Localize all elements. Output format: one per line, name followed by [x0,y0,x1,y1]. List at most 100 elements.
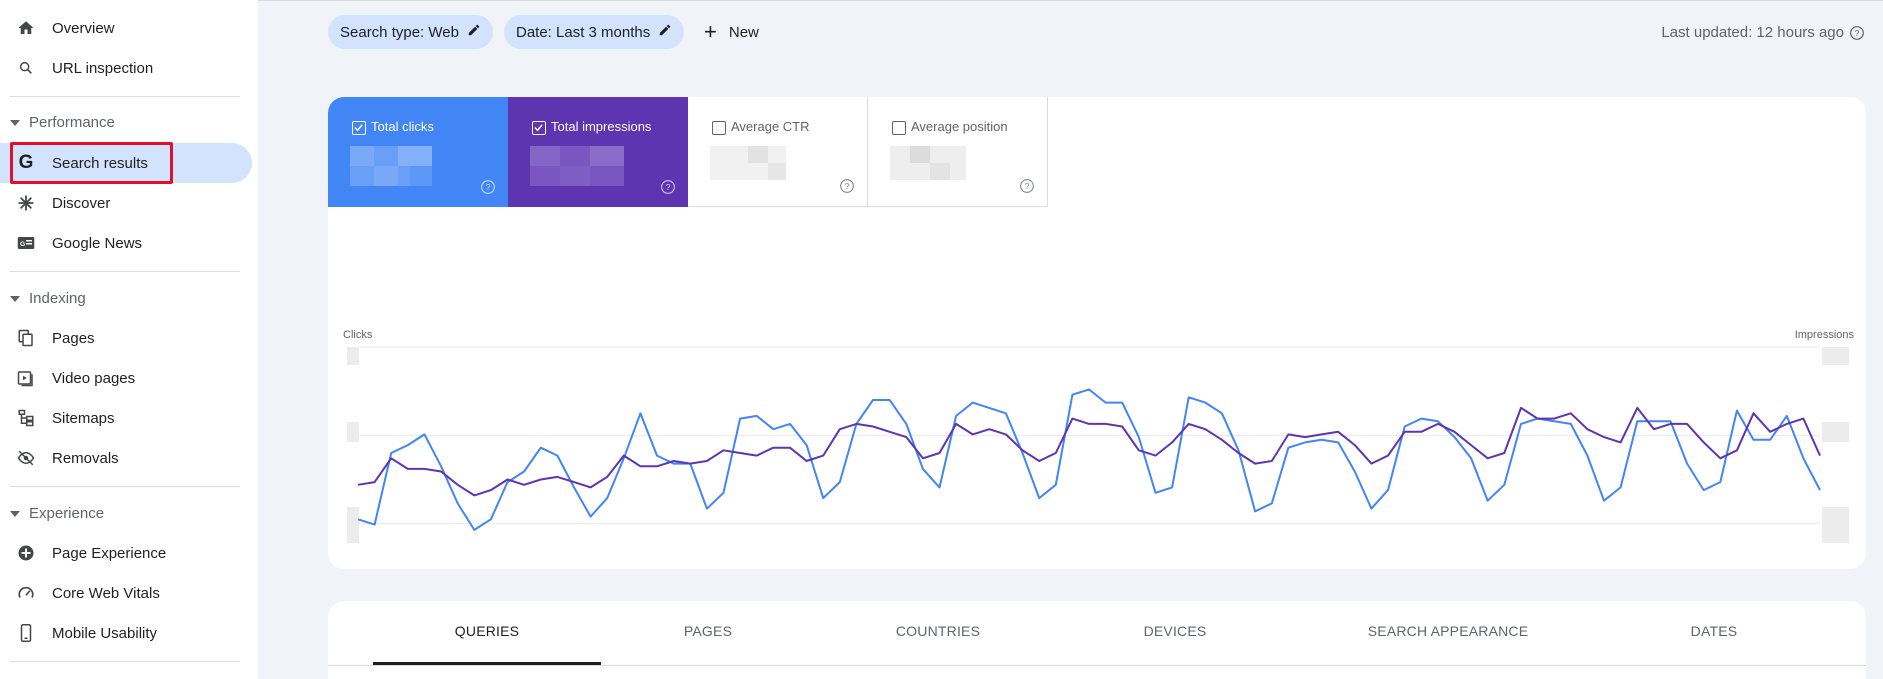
blurred-value [350,146,432,186]
checkbox-unchecked-icon[interactable] [712,121,726,135]
blurred-value [890,146,966,180]
metric-average-ctr[interactable]: Average CTR ? [688,97,868,207]
svg-text:?: ? [486,182,491,192]
tab-queries[interactable]: QUERIES [454,623,520,639]
home-icon [16,18,36,38]
filter-chip-date[interactable]: Date: Last 3 months [504,15,685,49]
sidebar-item-label: Mobile Usability [52,624,158,642]
search-icon [16,58,36,78]
section-label: Indexing [29,290,86,307]
sidebar-item-label: Removals [52,449,119,467]
sidebar-item-video-pages[interactable]: Video pages [0,358,252,398]
pages-icon [16,328,36,348]
blurred-value [710,146,786,180]
sidebar-item-label: URL inspection [52,59,154,77]
svg-text:?: ? [666,182,671,192]
tab-devices[interactable]: DEVICES [1143,623,1207,639]
metric-label: Total clicks [371,119,434,134]
collapse-triangle-icon [10,119,20,126]
sidebar-item-label: Overview [52,19,115,37]
filter-chip-label: Date: Last 3 months [516,23,651,41]
help-icon[interactable]: ? [1849,25,1865,41]
chart-series [357,388,1821,531]
svg-text:?: ? [845,181,850,191]
sitemap-icon [16,408,36,428]
performance-card: Total clicks ? Total impressions ? Avera… [328,97,1866,569]
gauge-icon [16,583,36,603]
sidebar-item-core-web-vitals[interactable]: Core Web Vitals [0,573,252,613]
filter-chip-search-type[interactable]: Search type: Web [328,15,493,49]
sidebar-divider [10,661,240,662]
sidebar-item-label: Pages [52,329,95,347]
new-filter-button[interactable]: + New [704,16,759,48]
performance-chart: Clicks Impressions 0 0 8/5/238/12/238/19… [343,329,1855,543]
metric-total-impressions[interactable]: Total impressions ? [508,97,688,207]
svg-text:?: ? [1855,28,1860,38]
series-line-0 [357,388,1821,531]
sidebar: Overview URL inspection Performance G Se… [0,0,258,679]
active-tab-underline [373,662,601,665]
section-indexing[interactable]: Indexing [10,290,86,307]
help-icon[interactable]: ? [480,179,496,195]
dimension-tabs: QUERIES PAGES COUNTRIES DEVICES SEARCH A… [328,601,1866,679]
plus-icon: + [704,19,717,44]
sidebar-divider [10,271,240,272]
section-experience[interactable]: Experience [10,505,104,522]
sidebar-item-discover[interactable]: Discover [0,183,252,223]
series-line-1 [357,406,1821,497]
checkbox-unchecked-icon[interactable] [892,121,906,135]
tab-pages[interactable]: PAGES [683,623,733,639]
sidebar-item-mobile-usability[interactable]: Mobile Usability [0,613,252,653]
blurred-value [530,146,624,186]
help-icon[interactable]: ? [660,179,676,195]
sidebar-item-search-results[interactable]: G Search results [0,143,252,183]
right-axis-label: Impressions [1795,329,1855,341]
metric-label: Average position [911,119,1008,134]
collapse-triangle-icon [10,295,20,302]
sidebar-item-pages[interactable]: Pages [0,318,252,358]
last-updated: Last updated: 12 hours ago ? [1661,24,1865,41]
metric-total-clicks[interactable]: Total clicks ? [328,97,508,207]
phone-icon [16,623,36,643]
asterisk-icon [16,193,36,213]
sidebar-item-label: Core Web Vitals [52,584,160,602]
sidebar-item-removals[interactable]: Removals [0,438,252,478]
help-icon[interactable]: ? [839,178,855,194]
sidebar-item-page-experience[interactable]: Page Experience [0,533,252,573]
last-updated-text: Last updated: 12 hours ago [1661,24,1844,41]
metric-label: Average CTR [731,119,810,134]
section-label: Experience [29,505,105,522]
tab-dates[interactable]: DATES [1690,623,1738,639]
filter-chip-label: Search type: Web [340,23,459,41]
sidebar-item-google-news[interactable]: G Google News [0,223,252,263]
sidebar-divider [10,486,240,487]
sidebar-item-url-inspection[interactable]: URL inspection [0,48,252,88]
checkbox-checked-icon[interactable] [532,121,546,135]
chart-grid [358,346,1820,525]
left-axis-label: Clicks [343,329,373,341]
metric-label: Total impressions [551,119,652,134]
tab-countries[interactable]: COUNTRIES [895,623,981,639]
header-divider [258,0,1883,1]
pencil-icon [467,23,481,41]
plus-circle-icon [16,543,36,563]
section-performance[interactable]: Performance [10,114,115,131]
new-filter-label: New [728,23,759,41]
google-g-icon: G [18,152,34,173]
collapse-triangle-icon [10,510,20,517]
sidebar-item-label: Search results [52,154,148,172]
google-news-icon: G [16,233,36,253]
sidebar-item-sitemaps[interactable]: Sitemaps [0,398,252,438]
tab-search-appearance[interactable]: SEARCH APPEARANCE [1367,623,1529,639]
svg-text:G: G [20,241,25,248]
pencil-icon [658,23,672,41]
sidebar-divider [10,96,240,97]
sidebar-item-overview[interactable]: Overview [0,8,252,48]
y-axis-blurred-ticks [347,347,1849,543]
svg-text:?: ? [1025,181,1030,191]
help-icon[interactable]: ? [1019,178,1035,194]
sidebar-item-label: Google News [52,234,143,252]
tabs-divider [328,665,1866,666]
checkbox-checked-icon[interactable] [352,121,366,135]
metric-average-position[interactable]: Average position ? [868,97,1048,207]
